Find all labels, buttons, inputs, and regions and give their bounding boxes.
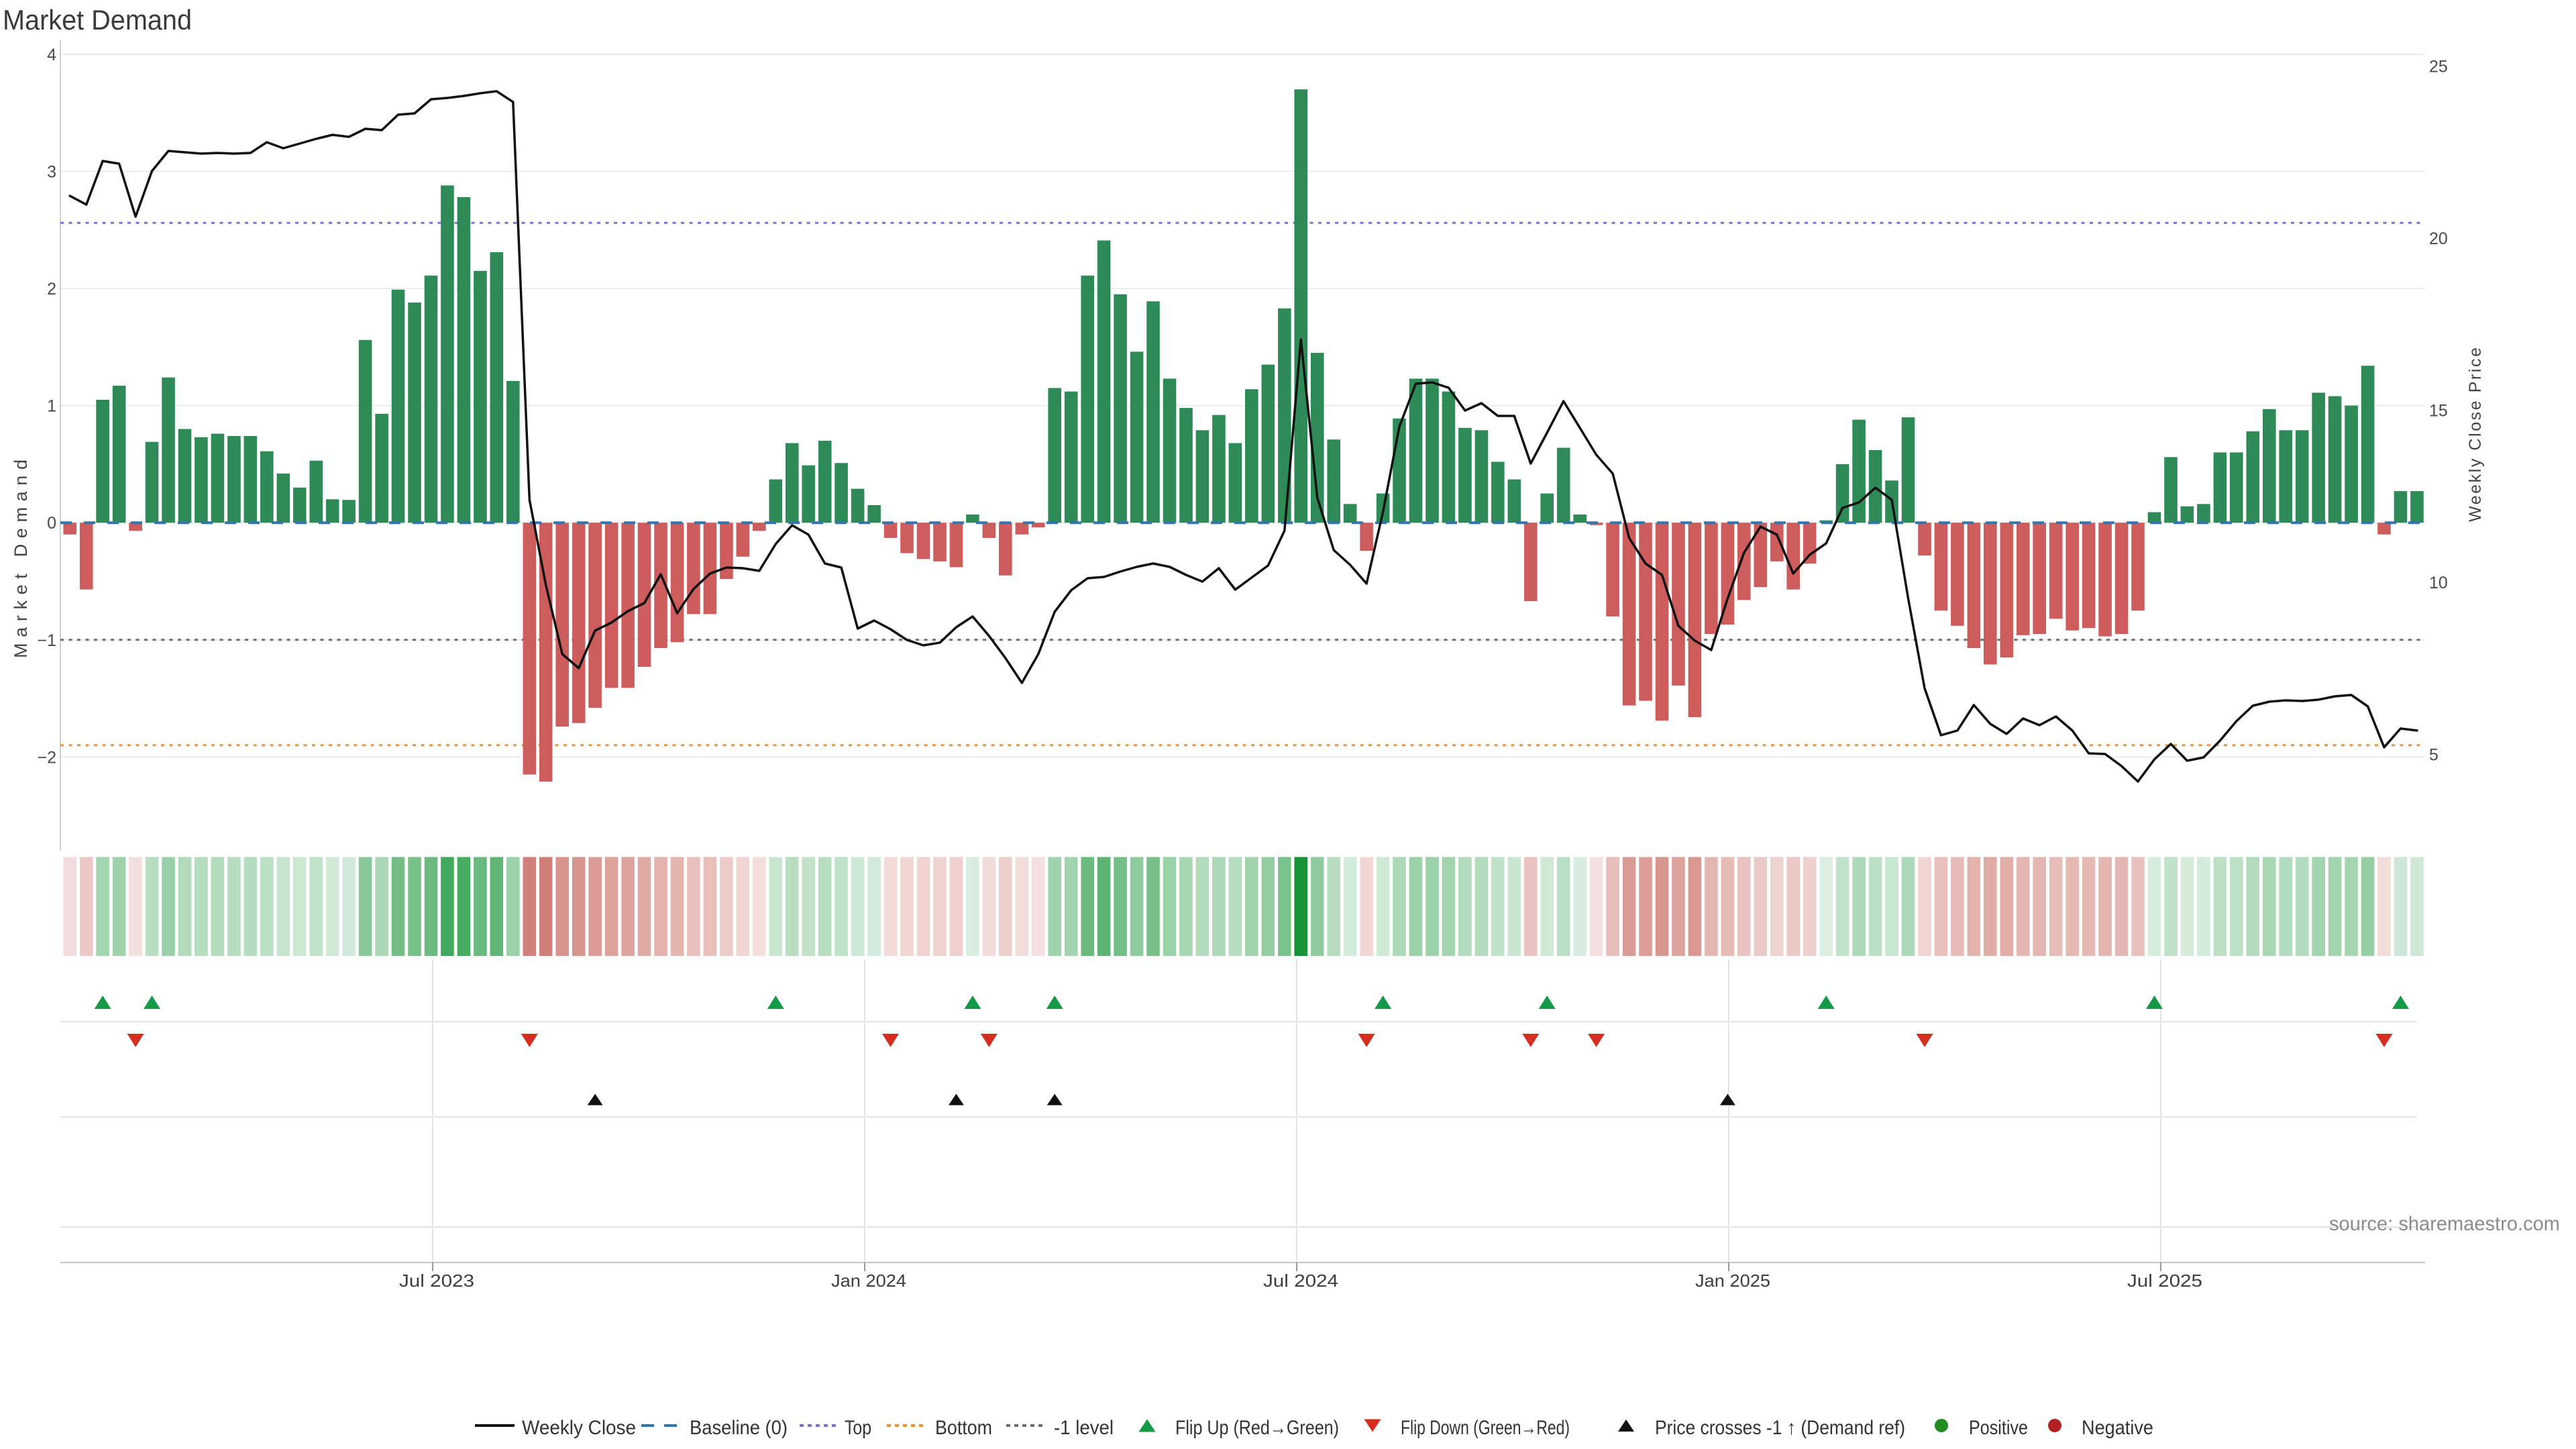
svg-text:20: 20	[2429, 229, 2448, 248]
svg-text:Jul 2023: Jul 2023	[399, 1271, 474, 1291]
svg-text:Baseline (0): Baseline (0)	[690, 1417, 788, 1439]
svg-text:Flip Down (Green→Red): Flip Down (Green→Red)	[1401, 1417, 1570, 1439]
svg-text:5: 5	[2429, 746, 2438, 765]
svg-text:Weekly Close Price: Weekly Close Price	[2466, 347, 2485, 522]
svg-text:Bottom: Bottom	[935, 1417, 992, 1439]
svg-text:source: sharemaestro.com: source: sharemaestro.com	[2329, 1213, 2560, 1235]
svg-text:3: 3	[47, 162, 56, 181]
svg-text:-1 level: -1 level	[1054, 1417, 1114, 1439]
svg-text:Jan 2024: Jan 2024	[831, 1271, 906, 1291]
svg-text:Negative: Negative	[2082, 1417, 2153, 1439]
svg-text:0: 0	[47, 514, 56, 533]
svg-text:4: 4	[47, 46, 56, 64]
svg-text:Weekly Close: Weekly Close	[522, 1417, 636, 1439]
svg-text:Jan 2025: Jan 2025	[1695, 1271, 1770, 1291]
svg-text:Price crosses -1 ↑ (Demand ref: Price crosses -1 ↑ (Demand ref)	[1655, 1417, 1905, 1439]
svg-text:Jul 2025: Jul 2025	[2127, 1271, 2202, 1291]
svg-text:−2: −2	[37, 748, 56, 767]
svg-text:Market Demand: Market Demand	[3, 4, 192, 36]
svg-text:2: 2	[47, 280, 56, 299]
svg-text:1: 1	[47, 397, 56, 416]
svg-text:Top: Top	[845, 1417, 871, 1439]
svg-text:−1: −1	[37, 631, 56, 650]
svg-text:10: 10	[2429, 574, 2448, 592]
svg-text:Flip Up (Red→Green): Flip Up (Red→Green)	[1175, 1417, 1339, 1439]
svg-text:25: 25	[2429, 58, 2448, 76]
svg-text:Jul 2024: Jul 2024	[1263, 1271, 1338, 1291]
svg-text:Positive: Positive	[1969, 1417, 2028, 1439]
svg-text:15: 15	[2429, 402, 2448, 421]
